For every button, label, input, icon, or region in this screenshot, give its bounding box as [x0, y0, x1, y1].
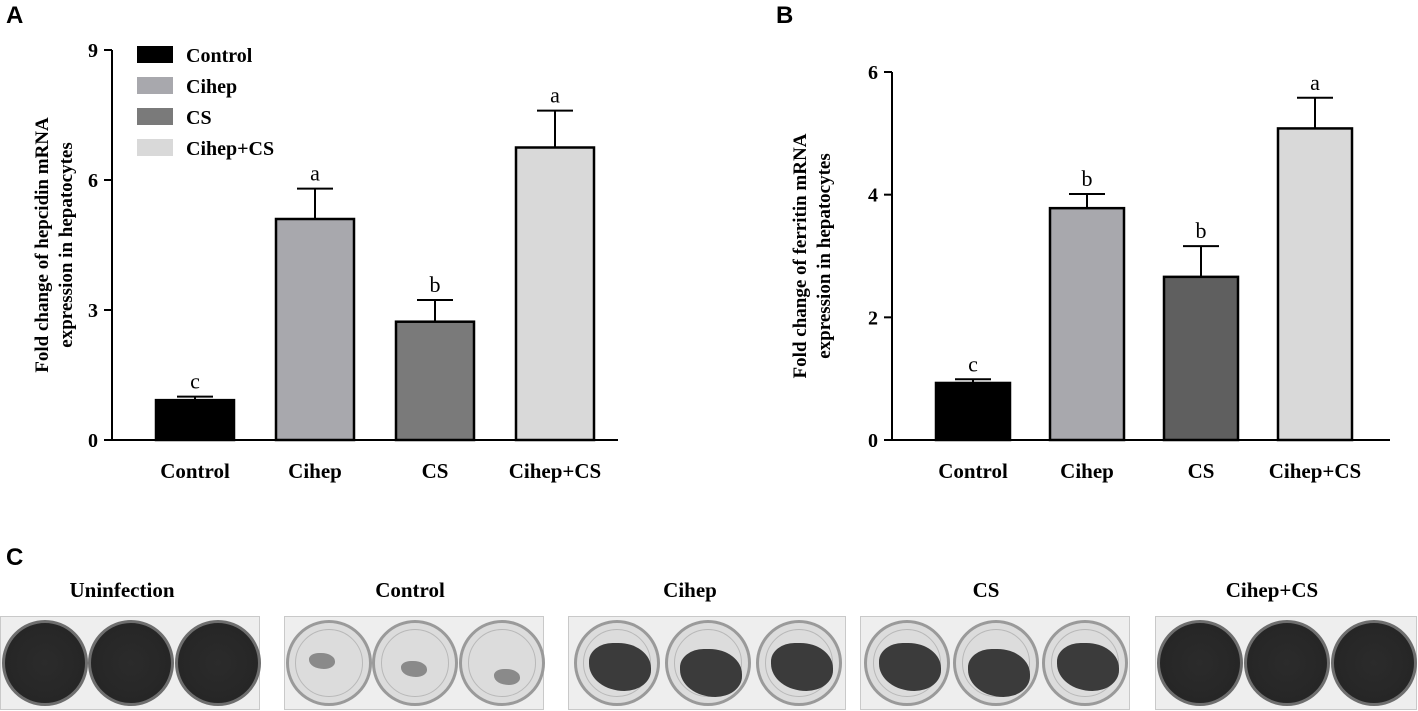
chart-a-significance-label: b [430, 272, 441, 297]
well [1157, 620, 1243, 706]
chart-a-significance-label: a [310, 161, 320, 186]
plate-label: Cihep+CS [1225, 578, 1319, 602]
chart-a-x-tick-label: Cihep [288, 459, 342, 483]
chart-a-legend-label: Cihep [186, 76, 237, 98]
chart-a-x-tick-label: Cihep+CS [509, 459, 602, 483]
plate-label: CS [972, 578, 1000, 602]
chart-a-significance-label: a [550, 83, 560, 108]
stain-patch [771, 643, 833, 691]
chart-a-legend-label: Control [186, 45, 253, 67]
well [458, 620, 545, 706]
chart-a-y-tick-label: 3 [88, 300, 98, 322]
chart-a-legend-label: Cihep+CS [186, 138, 274, 160]
well-rim [294, 629, 363, 697]
well-rim [381, 629, 449, 697]
well [1042, 620, 1128, 706]
well-plate-image [284, 616, 545, 710]
chart-b-significance-label: c [968, 351, 978, 376]
well-plate-image [1155, 616, 1417, 710]
chart-b-significance-label: a [1310, 70, 1320, 95]
chart-a-legend-label: CS [186, 107, 212, 129]
well-plate-image [568, 616, 846, 710]
chart-a-x-tick-label: CS [422, 459, 449, 483]
chart-a-legend-swatch [137, 77, 173, 94]
stain-patch [968, 649, 1030, 697]
chart-b-bar [1276, 127, 1354, 442]
plate-row: Uninfection Control Cihep CS Cihep+CS [0, 560, 1418, 711]
chart-a-legend-swatch [137, 139, 173, 156]
stain-patch [879, 643, 941, 691]
well [756, 620, 842, 706]
chart-a-bar [514, 146, 596, 442]
chart-a-bar [154, 398, 236, 442]
chart-a-y-tick-label: 9 [88, 40, 98, 62]
well [372, 620, 458, 706]
stain-patch [493, 669, 520, 685]
chart-b-significance-label: b [1196, 218, 1207, 243]
chart-a-y-tick-label: 0 [88, 430, 98, 452]
plate-label: Uninfection [69, 578, 175, 602]
panel-b-letter: B [776, 2, 794, 29]
chart-b-bar [1162, 275, 1240, 442]
stain-patch [680, 649, 742, 697]
chart-b-y-tick-label: 4 [868, 185, 878, 207]
well [1331, 620, 1417, 706]
panel-c-letter: C [6, 544, 24, 571]
well-plate-image [0, 616, 261, 710]
chart-b-y-tick-label: 0 [868, 430, 878, 452]
chart-a-legend-swatch [137, 108, 173, 125]
chart-b-bar [1048, 206, 1126, 442]
well [285, 620, 372, 706]
well-rim [467, 629, 536, 697]
chart-b-bar [934, 381, 1012, 442]
chart-b-y-axis-label-line1: Fold change of ferritin mRNA [790, 133, 811, 378]
well [174, 620, 261, 706]
stain-patch [308, 653, 335, 669]
well [88, 620, 174, 706]
chart-a-legend-swatch [137, 46, 173, 63]
chart-b-y-axis-label-line2: expression in hepatocytes [814, 153, 835, 358]
chart-a-x-tick-label: Control [160, 459, 230, 483]
chart-b-x-tick-label: Cihep [1060, 459, 1114, 483]
well [864, 620, 950, 706]
chart-a-y-axis-label-line1: Fold change of hepcidin mRNA [32, 117, 53, 373]
well-plate-image [860, 616, 1130, 710]
chart-b-x-tick-label: Cihep+CS [1269, 459, 1362, 483]
chart-b-y-tick-label: 6 [868, 62, 878, 84]
well [953, 620, 1039, 706]
chart-a-bar [274, 217, 356, 442]
plate-label: Control [375, 578, 445, 602]
stain-patch [589, 643, 651, 691]
chart-b-y-tick-label: 2 [868, 307, 878, 329]
stain-patch [1057, 643, 1119, 691]
well [574, 620, 660, 706]
chart-a-y-tick-label: 6 [88, 170, 98, 192]
well [665, 620, 751, 706]
chart-b-significance-label: b [1082, 166, 1093, 191]
chart-a-significance-label: c [190, 369, 200, 394]
well [1, 620, 88, 706]
chart-b-x-tick-label: CS [1188, 459, 1215, 483]
panel-a-letter: A [6, 2, 24, 29]
well [1244, 620, 1330, 706]
chart-b-x-tick-label: Control [938, 459, 1008, 483]
plate-label: Cihep [663, 578, 717, 602]
chart-a-y-axis-label-line2: expression in hepatocytes [56, 142, 77, 347]
chart-a-bar [394, 320, 476, 442]
stain-patch [401, 661, 427, 677]
